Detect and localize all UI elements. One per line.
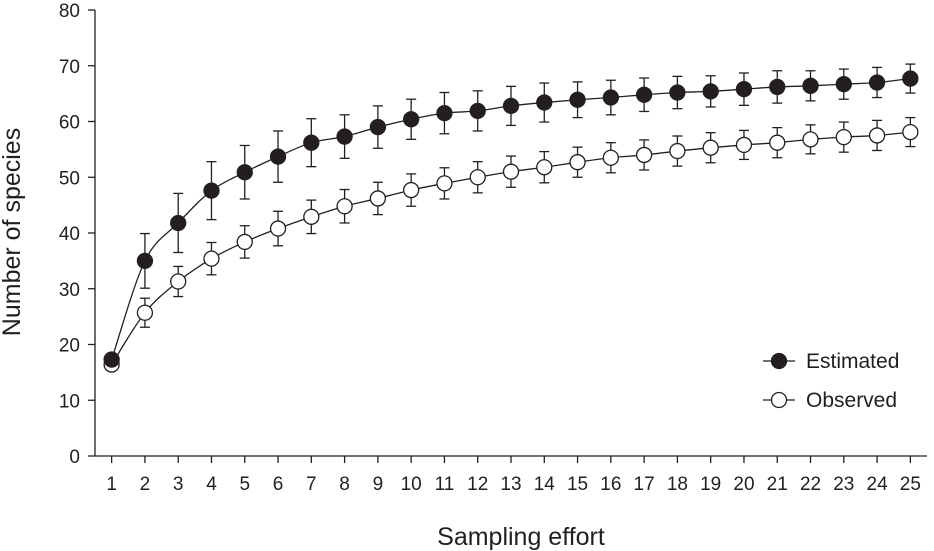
x-tick-label: 5 — [239, 474, 250, 495]
observed-point — [669, 142, 686, 160]
observed-point — [436, 175, 453, 192]
estimated-point — [203, 182, 220, 199]
observed-point — [136, 304, 154, 321]
x-tick-label: 25 — [900, 474, 921, 495]
estimated-point — [769, 78, 786, 96]
estimated-point — [602, 89, 619, 106]
x-tick-label: 7 — [306, 474, 317, 495]
estimated-point — [103, 351, 120, 368]
observed-point — [769, 134, 786, 151]
observed-point — [303, 208, 320, 225]
y-axis-ticks: 0 10 20 30 40 50 60 70 80 — [59, 1, 95, 468]
estimated-point — [635, 86, 653, 103]
observed-point — [735, 136, 753, 154]
legend: Estimated Observed — [763, 350, 899, 412]
estimated-point — [236, 164, 253, 181]
estimated-point — [569, 91, 586, 108]
y-tick-label: 30 — [59, 280, 80, 301]
y-tick-label: 0 — [69, 447, 80, 468]
estimated-point — [369, 118, 387, 136]
observed-point — [802, 131, 819, 148]
estimated-point — [136, 252, 154, 270]
legend-observed-marker — [770, 391, 788, 409]
estimated-point — [403, 111, 420, 128]
x-tick-label: 12 — [467, 474, 488, 495]
x-tick-label: 15 — [567, 474, 588, 495]
estimated-point — [536, 94, 553, 111]
estimated-point — [502, 97, 520, 115]
x-tick-label: 11 — [435, 474, 455, 495]
observed-point — [536, 159, 553, 176]
observed-point — [369, 190, 387, 207]
y-tick-label: 40 — [59, 224, 80, 245]
observed-point — [702, 139, 719, 156]
x-tick-label: 3 — [173, 474, 184, 495]
estimated-point — [170, 214, 187, 232]
series-markers — [103, 70, 919, 373]
x-tick-label: 18 — [667, 474, 688, 495]
observed-point — [203, 250, 220, 267]
y-tick-label: 60 — [59, 113, 80, 134]
x-tick-label: 1 — [106, 474, 117, 495]
x-tick-label: 14 — [534, 474, 556, 495]
x-tick-label: 24 — [867, 474, 889, 495]
y-tick-label: 70 — [59, 57, 80, 78]
x-tick-label: 13 — [500, 474, 521, 495]
x-tick-label: 4 — [206, 474, 217, 495]
x-tick-label: 23 — [833, 474, 854, 495]
observed-point — [902, 123, 919, 141]
observed-point — [236, 233, 253, 251]
estimated-point — [902, 70, 919, 87]
x-axis-ticks: 1 2 3 4 5 6 7 8 9 10 11 12 13 14 15 16 17 18 19 20 21 22 23 24 2… — [106, 456, 921, 495]
legend-estimated-label: Estimated — [806, 350, 899, 373]
estimated-point — [735, 81, 753, 98]
observed-point — [469, 169, 486, 186]
x-tick-label: 2 — [140, 474, 151, 495]
y-tick-label: 20 — [59, 336, 80, 357]
observed-point — [569, 154, 586, 171]
observed-point — [502, 163, 520, 180]
legend-observed-label: Observed — [806, 389, 897, 412]
observed-point — [868, 127, 886, 144]
estimated-point — [303, 134, 320, 151]
y-tick-label: 80 — [59, 1, 80, 22]
x-tick-label: 21 — [767, 474, 788, 495]
y-tick-label: 10 — [59, 391, 80, 412]
x-axis-title: Sampling effort — [437, 523, 605, 551]
estimated-point — [835, 75, 852, 93]
observed-point — [269, 220, 287, 237]
y-tick-label: 50 — [59, 168, 80, 189]
legend-estimated-marker — [770, 352, 788, 370]
estimated-point — [802, 77, 819, 94]
estimated-point — [469, 102, 486, 120]
x-tick-label: 8 — [339, 474, 350, 495]
observed-point — [403, 181, 420, 199]
estimated-point — [436, 104, 453, 122]
x-tick-label: 19 — [700, 474, 721, 495]
observed-point — [835, 128, 852, 146]
axes — [94, 10, 927, 457]
observed-point — [336, 198, 353, 215]
estimated-point — [702, 83, 719, 100]
x-tick-label: 9 — [373, 474, 384, 495]
x-tick-label: 10 — [401, 474, 422, 495]
x-tick-label: 17 — [634, 474, 655, 495]
estimated-point — [669, 84, 686, 101]
x-tick-label: 20 — [733, 474, 754, 495]
x-tick-label: 22 — [800, 474, 821, 495]
estimated-point — [336, 128, 353, 145]
y-axis-title: Number of species — [0, 128, 26, 336]
estimated-point — [269, 148, 287, 165]
observed-point — [602, 149, 619, 166]
estimated-point — [868, 74, 886, 91]
x-tick-label: 16 — [600, 474, 621, 495]
observed-point — [170, 273, 187, 290]
x-tick-label: 6 — [273, 474, 284, 495]
observed-point — [635, 146, 653, 164]
